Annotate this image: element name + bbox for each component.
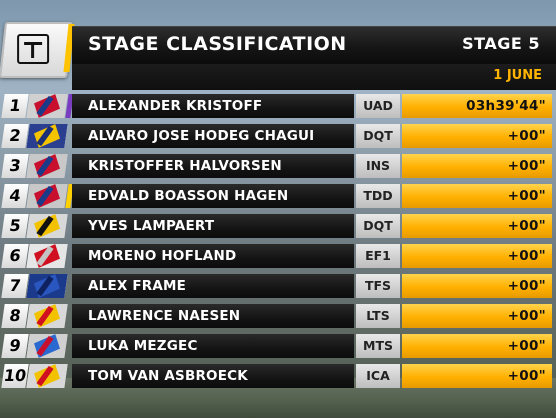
belgium-jersey-icon	[26, 364, 68, 388]
team-code: INS	[365, 158, 391, 173]
rider-time: +00"	[507, 128, 546, 144]
slovenia-jersey-icon	[26, 334, 68, 358]
rider-name-cell: EDVALD BOASSON HAGEN	[72, 184, 354, 208]
rider-name-cell: ALEXANDER KRISTOFF	[72, 94, 354, 118]
time-cell: +00"	[402, 274, 552, 298]
date-bar: 1 JUNE	[72, 64, 556, 90]
panel-header: STAGE CLASSIFICATION STAGE 5	[72, 26, 556, 65]
rider-time: 03h39'44"	[466, 98, 546, 114]
team-code-cell: UAD	[356, 94, 400, 118]
rider-name-cell: ALVARO JOSE HODEG CHAGUI	[72, 124, 354, 148]
rider-time: +00"	[507, 158, 546, 174]
table-row: 10 TOM VAN ASBROECK ICA +00"	[0, 363, 556, 389]
tv-channel-logo-icon	[17, 34, 50, 64]
rank-badge: 8	[1, 304, 29, 328]
rider-time: +00"	[507, 248, 546, 264]
rider-name-cell: ALEX FRAME	[72, 274, 354, 298]
team-code-cell: EF1	[356, 244, 400, 268]
rider-name-cell: YVES LAMPAERT	[72, 214, 354, 238]
team-code: TFS	[364, 278, 392, 293]
team-code-cell: MTS	[356, 334, 400, 358]
team-code: ICA	[366, 368, 390, 383]
team-code: MTS	[363, 338, 393, 353]
team-code-cell: DQT	[356, 214, 400, 238]
rank-badge: 6	[1, 244, 29, 268]
time-cell: +00"	[402, 304, 552, 328]
rank-badge: 10	[1, 364, 29, 388]
rider-name-cell: LUKA MEZGEC	[72, 334, 354, 358]
colombia-jersey-icon	[26, 124, 68, 148]
team-code: DQT	[363, 218, 393, 233]
time-cell: +00"	[402, 124, 552, 148]
table-row: 3 KRISTOFFER HALVORSEN INS +00"	[0, 153, 556, 179]
belgium-jersey-icon	[26, 304, 68, 328]
time-cell: +00"	[402, 364, 552, 388]
rider-name: YVES LAMPAERT	[88, 218, 215, 234]
rider-name: LUKA MEZGEC	[88, 338, 198, 354]
rider-name: ALVARO JOSE HODEG CHAGUI	[88, 128, 315, 144]
rider-time: +00"	[507, 308, 546, 324]
rider-time: +00"	[507, 338, 546, 354]
rank-badge: 4	[1, 184, 29, 208]
rider-time: +00"	[507, 188, 546, 204]
team-code: TDD	[363, 188, 393, 203]
table-row: 6 MORENO HOFLAND EF1 +00"	[0, 243, 556, 269]
rider-name: KRISTOFFER HALVORSEN	[88, 158, 282, 174]
table-row: 2 ALVARO JOSE HODEG CHAGUI DQT +00"	[0, 123, 556, 149]
rider-name: LAWRENCE NAESEN	[88, 308, 241, 324]
rider-time: +00"	[507, 368, 546, 384]
table-row: 1 ALEXANDER KRISTOFF UAD 03h39'44"	[0, 93, 556, 119]
rider-time: +00"	[507, 218, 546, 234]
table-row: 5 YVES LAMPAERT DQT +00"	[0, 213, 556, 239]
stage-date: 1 JUNE	[493, 68, 542, 83]
rider-name-cell: TOM VAN ASBROECK	[72, 364, 354, 388]
time-cell: 03h39'44"	[402, 94, 552, 118]
broadcaster-logo	[0, 22, 73, 78]
rider-name-cell: KRISTOFFER HALVORSEN	[72, 154, 354, 178]
rank-badge: 5	[1, 214, 29, 238]
panel-title: STAGE CLASSIFICATION	[88, 33, 347, 55]
team-code-cell: TDD	[356, 184, 400, 208]
rider-name: TOM VAN ASBROECK	[88, 368, 248, 384]
rank-badge: 1	[1, 94, 29, 118]
time-cell: +00"	[402, 214, 552, 238]
team-code-cell: LTS	[356, 304, 400, 328]
team-code: EF1	[365, 248, 391, 263]
time-cell: +00"	[402, 184, 552, 208]
team-code-cell: DQT	[356, 124, 400, 148]
team-code: LTS	[366, 308, 390, 323]
rank-badge: 3	[1, 154, 29, 178]
rank-badge: 7	[1, 274, 29, 298]
norway-jersey-icon	[26, 184, 68, 208]
rank-badge: 2	[1, 124, 29, 148]
netherlands-jersey-icon	[26, 244, 68, 268]
rider-name: ALEXANDER KRISTOFF	[88, 98, 263, 114]
uae-jersey-icon	[26, 94, 68, 118]
team-code-cell: TFS	[356, 274, 400, 298]
time-cell: +00"	[402, 154, 552, 178]
table-row: 4 EDVALD BOASSON HAGEN TDD +00"	[0, 183, 556, 209]
rider-time: +00"	[507, 278, 546, 294]
rank-badge: 9	[1, 334, 29, 358]
team-code-cell: ICA	[356, 364, 400, 388]
table-row: 9 LUKA MEZGEC MTS +00"	[0, 333, 556, 359]
rider-name: EDVALD BOASSON HAGEN	[88, 188, 289, 204]
time-cell: +00"	[402, 334, 552, 358]
team-code: DQT	[363, 128, 393, 143]
rider-name-cell: LAWRENCE NAESEN	[72, 304, 354, 328]
table-row: 7 ALEX FRAME TFS +00"	[0, 273, 556, 299]
belgium-jersey-icon	[26, 214, 68, 238]
rider-name: ALEX FRAME	[88, 278, 187, 294]
rider-name-cell: MORENO HOFLAND	[72, 244, 354, 268]
norway-jersey-icon	[26, 154, 68, 178]
stage-classification-panel: STAGE CLASSIFICATION STAGE 5 1 JUNE 1 AL…	[0, 18, 556, 398]
new-zealand-jersey-icon	[26, 274, 68, 298]
time-cell: +00"	[402, 244, 552, 268]
team-code: UAD	[363, 98, 393, 113]
team-code-cell: INS	[356, 154, 400, 178]
rider-name: MORENO HOFLAND	[88, 248, 237, 264]
stage-label: STAGE 5	[462, 34, 540, 53]
table-row: 8 LAWRENCE NAESEN LTS +00"	[0, 303, 556, 329]
